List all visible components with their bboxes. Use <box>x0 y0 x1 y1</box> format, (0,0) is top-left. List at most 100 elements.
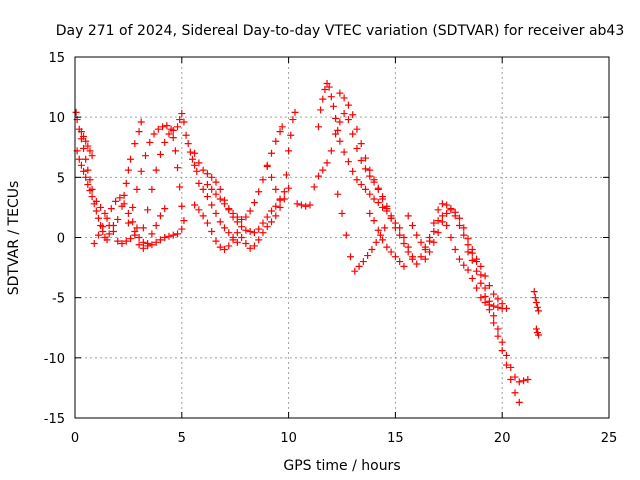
y-axis-label: SDTVAR / TECUs <box>6 181 22 296</box>
data-point-marker <box>451 246 459 254</box>
data-point-marker <box>317 106 325 114</box>
data-point-marker <box>182 131 190 139</box>
series-track-l <box>334 89 395 275</box>
data-point-marker <box>159 123 167 131</box>
data-point-marker <box>336 89 344 97</box>
data-point-marker <box>359 258 367 266</box>
data-point-marker <box>99 223 107 231</box>
data-point-marker <box>195 179 203 187</box>
data-point-marker <box>109 227 117 235</box>
data-point-marker <box>485 282 493 290</box>
data-point-marker <box>112 197 120 205</box>
data-point-marker <box>477 279 485 287</box>
data-point-marker <box>242 240 250 248</box>
data-point-marker <box>468 246 476 254</box>
data-point-marker <box>135 234 143 241</box>
data-point-marker <box>208 185 216 193</box>
data-point-marker <box>434 206 442 214</box>
data-point-marker <box>174 164 182 172</box>
data-point-marker <box>533 303 541 311</box>
data-point-marker <box>216 218 224 226</box>
data-point-marker <box>361 154 369 162</box>
data-point-marker <box>276 195 284 203</box>
data-point-marker <box>515 398 523 406</box>
data-point-marker <box>176 183 184 191</box>
data-point-marker <box>340 110 348 118</box>
data-point-marker <box>174 230 182 238</box>
data-point-marker <box>310 183 318 191</box>
data-point-marker <box>94 214 102 222</box>
data-point-marker <box>216 195 224 203</box>
data-point-marker <box>88 152 96 160</box>
data-point-marker <box>372 238 380 246</box>
data-point-marker <box>233 229 241 237</box>
data-point-marker <box>502 361 510 369</box>
data-point-marker <box>494 295 502 303</box>
data-point-marker <box>481 292 489 300</box>
data-point-marker <box>336 118 344 126</box>
data-point-marker <box>135 241 143 249</box>
data-point-marker <box>379 195 387 203</box>
data-point-marker <box>357 140 365 148</box>
data-point-marker <box>90 240 98 248</box>
data-point-marker <box>268 218 276 226</box>
data-point-marker <box>282 171 290 179</box>
x-tick-label: 20 <box>494 431 511 446</box>
data-point-marker <box>156 150 164 158</box>
data-point-marker <box>443 201 451 209</box>
data-point-marker <box>191 201 199 209</box>
data-point-marker <box>430 227 438 235</box>
data-point-marker <box>250 242 258 250</box>
data-point-marker <box>511 373 519 381</box>
series-track-o <box>464 248 523 406</box>
data-point-marker <box>169 231 177 239</box>
data-point-marker <box>255 225 263 233</box>
data-point-marker <box>481 272 489 280</box>
y-tick-labels: -15 -10 -5 0 5 10 15 <box>44 51 65 427</box>
series-track-p <box>417 212 510 312</box>
data-point-marker <box>426 248 434 256</box>
data-point-marker <box>507 363 515 371</box>
data-point-marker <box>114 237 122 245</box>
data-point-marker <box>116 194 124 202</box>
data-point-marker <box>368 246 376 254</box>
data-point-marker <box>455 214 463 222</box>
data-point-marker <box>297 201 305 209</box>
data-point-marker <box>481 284 489 292</box>
x-tick-labels: 0 5 10 15 20 25 <box>71 431 617 446</box>
data-point-marker <box>195 159 203 167</box>
data-point-marker <box>490 302 498 310</box>
x-tick-label: 10 <box>280 431 297 446</box>
data-point-marker <box>530 288 538 296</box>
data-point-marker <box>86 147 94 155</box>
data-point-marker <box>502 304 510 312</box>
data-point-marker <box>289 116 297 124</box>
data-point-marker <box>460 231 468 239</box>
data-point-marker <box>438 218 446 226</box>
data-point-marker <box>199 166 207 174</box>
data-point-marker <box>535 331 543 339</box>
y-tick-label: 0 <box>57 232 65 247</box>
data-point-marker <box>199 185 207 193</box>
data-point-marker <box>391 219 399 227</box>
data-point-marker <box>246 244 254 252</box>
data-point-marker <box>90 200 98 208</box>
data-point-marker <box>238 234 246 241</box>
data-point-marker <box>413 260 421 268</box>
data-point-marker <box>150 130 158 138</box>
series-track-g <box>191 184 293 254</box>
data-point-marker <box>246 207 254 215</box>
data-point-marker <box>208 201 216 209</box>
data-point-marker <box>473 284 481 292</box>
data-point-marker <box>531 294 539 302</box>
data-point-marker <box>379 236 387 244</box>
data-point-marker <box>122 179 130 187</box>
data-point-marker <box>208 173 216 181</box>
data-point-marker <box>477 262 485 270</box>
data-point-marker <box>124 166 132 174</box>
data-point-marker <box>340 148 348 156</box>
data-point-marker <box>233 213 241 221</box>
data-point-marker <box>139 224 147 232</box>
x-tick-label: 15 <box>387 431 404 446</box>
data-point-marker <box>278 123 286 131</box>
